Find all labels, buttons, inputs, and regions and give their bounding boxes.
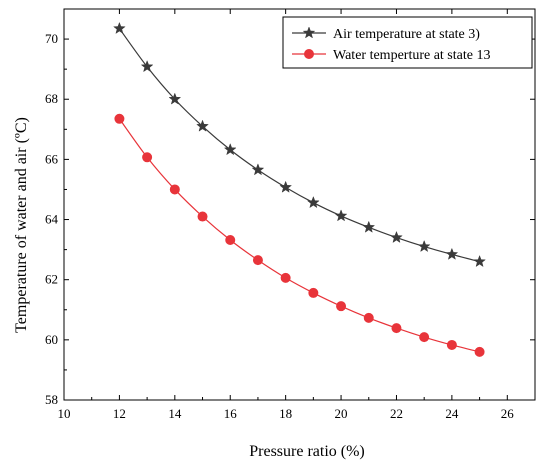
y-tick-label: 58 [45,392,58,407]
y-tick-label: 70 [45,31,58,46]
series-1 [113,21,486,268]
y-tick-label: 68 [45,91,58,106]
data-point [473,254,486,268]
series-2 [114,113,485,357]
x-tick-label: 26 [501,406,515,421]
plot-frame [63,8,536,401]
legend-marker [302,26,316,39]
data-point [225,234,236,245]
data-point [280,272,291,283]
y-tick-label: 60 [45,332,58,347]
data-point [419,332,430,343]
y-axis: 58 60 62 64 66 68 70 [45,31,535,407]
legend-item: Air temperature at state 3) [292,26,480,42]
x-tick-label: 18 [279,406,292,421]
legend-box [282,16,533,69]
data-point [446,339,457,350]
data-point [390,230,403,244]
legend-marker [304,49,314,59]
data-point [391,323,402,334]
series-layer [113,21,486,357]
legend-label: Water temperture at state 13 [333,48,490,63]
x-tick-label: 24 [445,406,459,421]
data-point [417,239,431,253]
data-point [140,60,154,73]
data-point [336,301,347,312]
data-point [279,180,293,193]
x-tick-label: 10 [58,406,71,421]
data-point [168,92,182,105]
data-point [223,143,237,156]
x-axis: 10 12 14 16 18 20 22 24 26 [58,9,515,421]
x-tick-label: 20 [335,406,348,421]
data-point [474,346,485,357]
x-tick-label: 16 [224,406,238,421]
data-point [334,209,348,222]
legend-label: Air temperature at state 3) [333,27,480,42]
data-point [142,152,153,163]
x-tick-label: 14 [168,406,182,421]
legend-item: Water temperture at state 13 [292,48,490,63]
x-tick-label: 22 [390,406,403,421]
series-line [118,118,480,353]
data-point [113,21,126,34]
data-point [169,184,180,195]
data-point [197,211,208,222]
data-point [114,113,125,124]
data-point [445,247,459,260]
plot-border [63,8,536,401]
data-point [363,312,374,323]
legend: Air temperature at state 3) Water tempert… [282,16,533,69]
data-point [252,255,263,266]
data-point [251,163,265,176]
y-tick-label: 66 [45,151,59,166]
data-point [362,220,376,233]
x-axis-title: Pressure ratio (%) [249,443,365,460]
x-tick-label: 12 [113,406,126,421]
data-point [308,287,319,298]
y-tick-label: 62 [45,272,58,287]
data-point [196,119,209,132]
y-tick-label: 64 [45,212,59,227]
data-point [306,195,320,209]
y-axis-title: Temperature of water and air (ºC) [13,117,30,333]
